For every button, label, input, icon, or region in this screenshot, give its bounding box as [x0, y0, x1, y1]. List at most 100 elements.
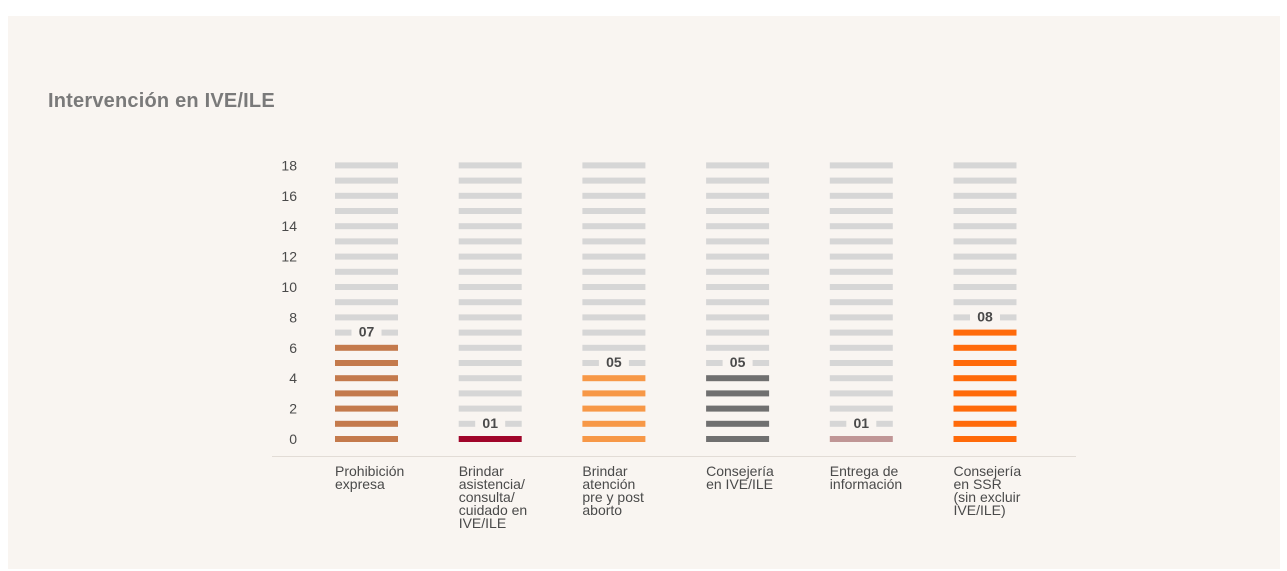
bar-segment-empty	[582, 162, 646, 169]
category-label: Prohibición expresa	[335, 463, 405, 492]
bar-segment	[335, 390, 398, 397]
bar-segment-empty	[953, 223, 1017, 230]
bar-segment-empty	[582, 253, 646, 260]
bar-segment-empty	[458, 162, 522, 169]
bar-segment	[706, 405, 770, 412]
bar-segment-empty	[458, 238, 522, 245]
y-tick-label: 18	[281, 157, 297, 173]
bar-segment-empty	[706, 284, 770, 290]
bar-segment-empty	[458, 192, 522, 199]
bar-segment-empty	[953, 253, 1017, 260]
value-label-bg	[970, 308, 1000, 324]
bar-segment	[953, 420, 1017, 427]
bar-segment-empty	[582, 268, 646, 275]
value-label: 08	[977, 308, 993, 324]
bar-segment-empty	[458, 177, 522, 184]
y-tick-label: 0	[289, 431, 297, 447]
bar-segment	[335, 405, 398, 412]
bar-segment-empty	[582, 299, 646, 306]
bar-segment-empty	[953, 192, 1017, 199]
bar-segment-empty	[829, 375, 893, 382]
bar-segment-empty	[458, 329, 522, 336]
bar-segment-empty	[829, 223, 893, 230]
y-tick-label: 10	[281, 279, 297, 295]
bar-segment-empty	[458, 375, 522, 382]
bar-segment-empty	[335, 314, 398, 321]
bar-segment-empty	[829, 162, 893, 169]
bar-segment-empty	[458, 314, 522, 321]
bar-segment-empty	[706, 253, 770, 260]
value-label: 01	[854, 415, 870, 431]
bar-segment-empty	[829, 390, 893, 397]
value-label: 07	[359, 324, 375, 340]
category-label: Brindar asistencia/ consulta/ cuidado en…	[458, 463, 528, 531]
y-tick-label: 12	[281, 249, 297, 265]
chart-panel	[8, 16, 1280, 569]
bar-segment-empty	[706, 208, 770, 214]
category-label: Consejería en IVE/ILE	[706, 463, 774, 492]
bar-segment	[706, 375, 770, 382]
bar-segment-empty	[582, 284, 646, 290]
bar-segment-empty	[706, 162, 770, 169]
y-tick-label: 8	[289, 309, 297, 325]
bar-segment-empty	[458, 344, 522, 351]
bar-segment-empty	[458, 268, 522, 275]
bar-segment-empty	[458, 360, 522, 366]
bar-segment-empty	[335, 177, 398, 184]
bar-segment	[706, 436, 770, 442]
bar-segment-empty	[582, 192, 646, 199]
value-label-bg	[598, 354, 629, 369]
bar-segment-empty	[829, 405, 893, 412]
bar-segment-empty	[458, 208, 522, 214]
bar-segment-empty	[582, 177, 646, 184]
bar-segment	[953, 375, 1017, 382]
bar-segment-empty	[335, 238, 398, 245]
y-tick-label: 14	[281, 218, 297, 234]
bar-segment-empty	[335, 268, 398, 275]
bar-segment	[335, 360, 398, 366]
bar-segment-empty	[335, 223, 398, 230]
bar-segment-empty	[706, 344, 770, 351]
bar-segment-empty	[335, 284, 398, 290]
bar-segment	[706, 420, 770, 427]
bar-segment-empty	[706, 238, 770, 245]
value-label: 05	[606, 354, 622, 370]
bar-segment-empty	[829, 329, 893, 336]
bar-segment-empty	[335, 192, 398, 199]
bar-segment	[582, 436, 646, 442]
category-label: Consejería en SSR (sin excluir IVE/ILE)	[953, 463, 1022, 518]
bar-segment	[953, 405, 1017, 412]
value-label-bg	[722, 354, 753, 369]
chart-title: Intervención en IVE/ILE	[48, 90, 275, 112]
bar-segment-empty	[829, 192, 893, 199]
bar-segment-empty	[953, 299, 1017, 306]
bar-segment-empty	[335, 253, 398, 260]
bar-segment-empty	[706, 192, 770, 199]
bar-segment-empty	[458, 223, 522, 230]
y-tick-label: 4	[289, 370, 297, 386]
bar-segment-empty	[706, 314, 770, 321]
category-label: Brindar atención pre y post aborto	[582, 463, 644, 518]
bar-segment-empty	[582, 208, 646, 214]
bar-segment-empty	[458, 405, 522, 412]
category-label: Entrega de información	[829, 463, 903, 492]
bar-segment-empty	[706, 223, 770, 230]
value-label-bg	[351, 323, 382, 339]
bar-segment	[335, 344, 398, 351]
bar-segment-empty	[953, 162, 1017, 169]
bar-segment-empty	[335, 208, 398, 214]
bar-segment-empty	[582, 223, 646, 230]
bar-segment	[582, 390, 646, 397]
bar-segment-empty	[953, 208, 1017, 214]
bar-segment-empty	[706, 299, 770, 306]
value-label-bg	[846, 414, 877, 430]
bar-segment-empty	[829, 360, 893, 366]
bar-segment-empty	[706, 268, 770, 275]
bar-segment-empty	[458, 284, 522, 290]
bar-segment	[335, 436, 398, 442]
bar-segment	[953, 436, 1017, 442]
bar-segment-empty	[829, 238, 893, 245]
bar-segment	[953, 344, 1017, 351]
bar-segment-empty	[953, 177, 1017, 184]
bar-segment-empty	[706, 177, 770, 184]
